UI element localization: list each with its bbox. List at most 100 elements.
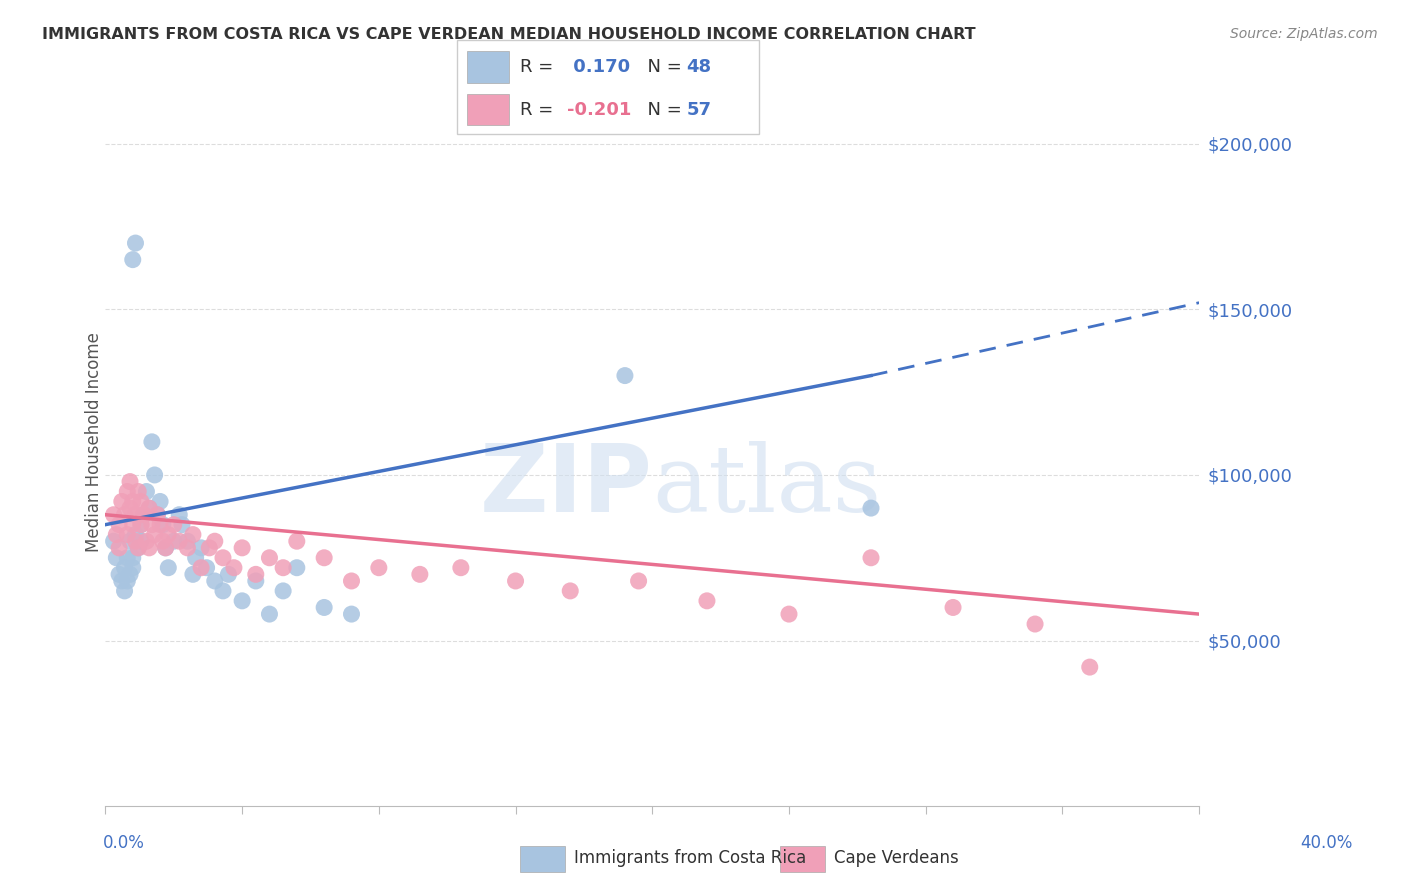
Point (108, 567, 131, 582)
Point (222, 560, 245, 574)
Text: -0.201: -0.201 (567, 101, 631, 119)
Point (117, 484, 139, 499)
Point (560, 583, 582, 598)
Point (271, 583, 294, 598)
Point (231, 541, 253, 555)
Point (114, 583, 136, 598)
Point (204, 534, 226, 549)
Point (129, 517, 152, 532)
Point (149, 517, 172, 532)
Point (111, 574, 134, 588)
Point (108, 541, 131, 555)
Point (132, 508, 155, 522)
Point (184, 550, 207, 565)
Point (212, 583, 235, 598)
Point (111, 494, 134, 508)
Point (217, 567, 239, 582)
Text: atlas: atlas (652, 441, 882, 531)
Point (127, 541, 149, 555)
Point (135, 484, 157, 499)
Point (117, 527, 139, 541)
Point (138, 501, 160, 516)
Point (195, 560, 218, 574)
Point (245, 567, 267, 582)
Point (409, 567, 432, 582)
Point (285, 534, 308, 549)
Point (118, 534, 141, 549)
Point (859, 501, 882, 516)
Point (121, 252, 143, 267)
Point (170, 517, 193, 532)
Point (143, 527, 166, 541)
Point (146, 508, 169, 522)
Point (141, 434, 163, 449)
Point (613, 368, 636, 383)
Point (103, 534, 125, 549)
Point (138, 541, 160, 555)
Point (127, 484, 149, 499)
Point (152, 534, 174, 549)
Point (124, 527, 146, 541)
Point (163, 517, 186, 532)
Point (181, 527, 204, 541)
Point (149, 494, 172, 508)
Point (138, 501, 160, 516)
Point (450, 560, 472, 574)
Point (778, 607, 800, 621)
Point (167, 508, 190, 522)
Point (135, 534, 157, 549)
Point (117, 550, 139, 565)
Point (340, 574, 363, 588)
Point (141, 517, 163, 532)
Point (105, 550, 128, 565)
Text: N =: N = (636, 58, 688, 76)
Point (103, 508, 125, 522)
Point (155, 541, 177, 555)
Point (942, 600, 965, 615)
Point (108, 517, 131, 532)
Point (124, 236, 146, 251)
Text: 40.0%: 40.0% (1301, 834, 1353, 852)
Point (129, 534, 152, 549)
Point (696, 594, 718, 608)
Point (143, 467, 166, 482)
Text: Cape Verdeans: Cape Verdeans (834, 849, 959, 867)
Point (245, 574, 267, 588)
Point (1024, 617, 1046, 632)
Point (627, 574, 650, 588)
Point (259, 550, 281, 565)
Point (118, 501, 141, 516)
Text: R =: R = (520, 101, 560, 119)
Point (231, 594, 253, 608)
Point (505, 574, 527, 588)
Point (155, 541, 177, 555)
Text: ZIP: ZIP (479, 440, 652, 532)
Point (859, 550, 882, 565)
Point (198, 541, 221, 555)
Text: IMMIGRANTS FROM COSTA RICA VS CAPE VERDEAN MEDIAN HOUSEHOLD INCOME CORRELATION C: IMMIGRANTS FROM COSTA RICA VS CAPE VERDE… (42, 27, 976, 42)
Point (167, 534, 190, 549)
Text: 57: 57 (686, 101, 711, 119)
Point (367, 560, 389, 574)
Point (314, 550, 336, 565)
Point (340, 607, 363, 621)
Point (157, 560, 180, 574)
Y-axis label: Median Household Income: Median Household Income (86, 332, 103, 552)
Point (105, 527, 128, 541)
Point (157, 527, 180, 541)
Point (129, 494, 152, 508)
Point (114, 560, 136, 574)
Text: 0.170: 0.170 (567, 58, 630, 76)
Text: Immigrants from Costa Rica: Immigrants from Costa Rica (574, 849, 806, 867)
Point (146, 508, 169, 522)
Text: R =: R = (520, 58, 560, 76)
Text: Source: ZipAtlas.com: Source: ZipAtlas.com (1230, 27, 1378, 41)
Point (132, 508, 155, 522)
Point (285, 560, 308, 574)
Point (118, 475, 141, 489)
Point (176, 534, 198, 549)
Point (118, 567, 141, 582)
Point (124, 534, 146, 549)
Point (190, 541, 212, 555)
Point (1078, 660, 1101, 674)
